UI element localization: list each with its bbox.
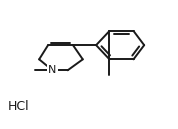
Text: HCl: HCl [8,100,30,113]
Text: N: N [48,65,57,75]
